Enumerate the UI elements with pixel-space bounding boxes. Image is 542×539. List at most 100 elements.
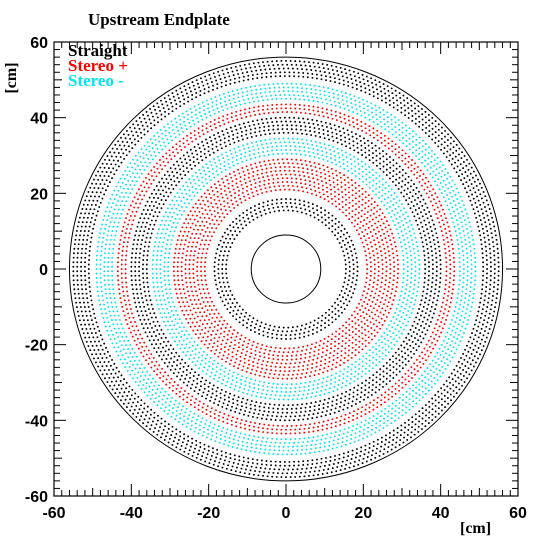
wire-point <box>264 348 267 351</box>
wire-point <box>235 128 238 131</box>
wire-point <box>211 447 214 450</box>
wire-point <box>389 296 392 299</box>
wire-point <box>401 386 404 389</box>
wire-point <box>257 474 260 477</box>
wire-point <box>286 158 289 161</box>
wire-point <box>181 309 184 312</box>
wire-point <box>342 211 344 214</box>
wire-point <box>310 467 313 469</box>
wire-point <box>256 342 259 345</box>
wire-point <box>376 443 379 445</box>
wire-point <box>447 133 450 136</box>
wire-point <box>308 326 311 328</box>
wire-point <box>231 180 234 183</box>
wire-point <box>393 274 395 277</box>
wire-point <box>363 137 365 140</box>
wire-point <box>296 185 299 188</box>
wire-point <box>415 177 418 180</box>
wire-point <box>236 69 238 72</box>
wire-point <box>404 157 407 160</box>
wire-point <box>252 218 255 221</box>
wire-point <box>326 423 328 426</box>
wire-point <box>193 317 196 320</box>
wire-point <box>374 144 377 147</box>
wire-point <box>315 462 318 465</box>
wire-point <box>211 219 214 222</box>
wire-point <box>234 230 237 233</box>
wire-point <box>355 333 357 336</box>
wire-point <box>384 97 387 100</box>
wire-point <box>189 148 192 151</box>
wire-point <box>215 145 218 148</box>
wire-point <box>216 329 219 332</box>
wire-point <box>337 347 340 350</box>
wire-point <box>392 170 395 172</box>
wire-point <box>172 440 175 443</box>
wire-point <box>213 412 216 415</box>
wire-point <box>128 385 131 388</box>
wire-point <box>495 297 498 300</box>
wire-point <box>247 78 250 81</box>
wire-point <box>414 112 417 115</box>
wire-point <box>146 200 149 203</box>
wire-point <box>223 185 226 188</box>
wire-point <box>358 76 361 79</box>
wire-point <box>428 345 431 348</box>
wire-point <box>382 160 385 163</box>
wire-point <box>389 374 392 377</box>
wire-point <box>290 205 293 208</box>
wire-point <box>327 200 330 203</box>
wire-point <box>331 316 334 319</box>
wire-point <box>373 263 376 266</box>
wire-point <box>189 164 192 166</box>
wire-point <box>392 175 395 178</box>
wire-point <box>207 390 210 393</box>
wire-point <box>210 322 213 325</box>
wire-point <box>404 163 407 166</box>
wire-point <box>489 261 492 264</box>
wire-point <box>342 456 345 459</box>
wire-point <box>324 326 326 329</box>
wire-point <box>484 245 487 248</box>
wire-point <box>80 323 83 326</box>
wire-point <box>371 290 373 293</box>
wire-point <box>104 377 106 380</box>
wire-point <box>216 83 219 86</box>
wire-point <box>197 283 200 286</box>
wire-point <box>320 211 323 214</box>
wire-point <box>346 304 349 307</box>
wire-point <box>368 376 371 379</box>
wire-point <box>394 392 397 395</box>
wire-point <box>170 183 173 186</box>
wire-point <box>237 162 239 165</box>
wire-point <box>298 60 301 63</box>
wire-point <box>281 411 284 414</box>
wire-point <box>204 274 207 277</box>
wire-point <box>437 128 440 131</box>
wire-point <box>302 368 305 371</box>
wire-point <box>127 299 130 302</box>
wire-point <box>378 152 381 155</box>
wire-point <box>215 308 218 311</box>
wire-point <box>76 225 79 228</box>
wire-point <box>408 339 411 341</box>
wire-point <box>83 306 86 308</box>
wire-point <box>76 283 79 286</box>
wire-point <box>231 465 234 468</box>
wire-point <box>354 181 357 184</box>
wire-point <box>322 420 325 423</box>
wire-point <box>177 256 180 259</box>
wire-point <box>345 332 347 335</box>
wire-point <box>295 358 298 361</box>
wire-point <box>293 464 295 467</box>
wire-point <box>156 207 159 209</box>
wire-point <box>435 202 437 205</box>
wire-point <box>149 322 152 325</box>
wire-point <box>247 217 250 220</box>
wire-point <box>426 217 429 220</box>
wire-point <box>289 432 292 435</box>
wire-point <box>275 337 278 340</box>
wire-point <box>103 193 106 196</box>
wire-point <box>496 292 499 295</box>
wire-point <box>488 247 491 250</box>
